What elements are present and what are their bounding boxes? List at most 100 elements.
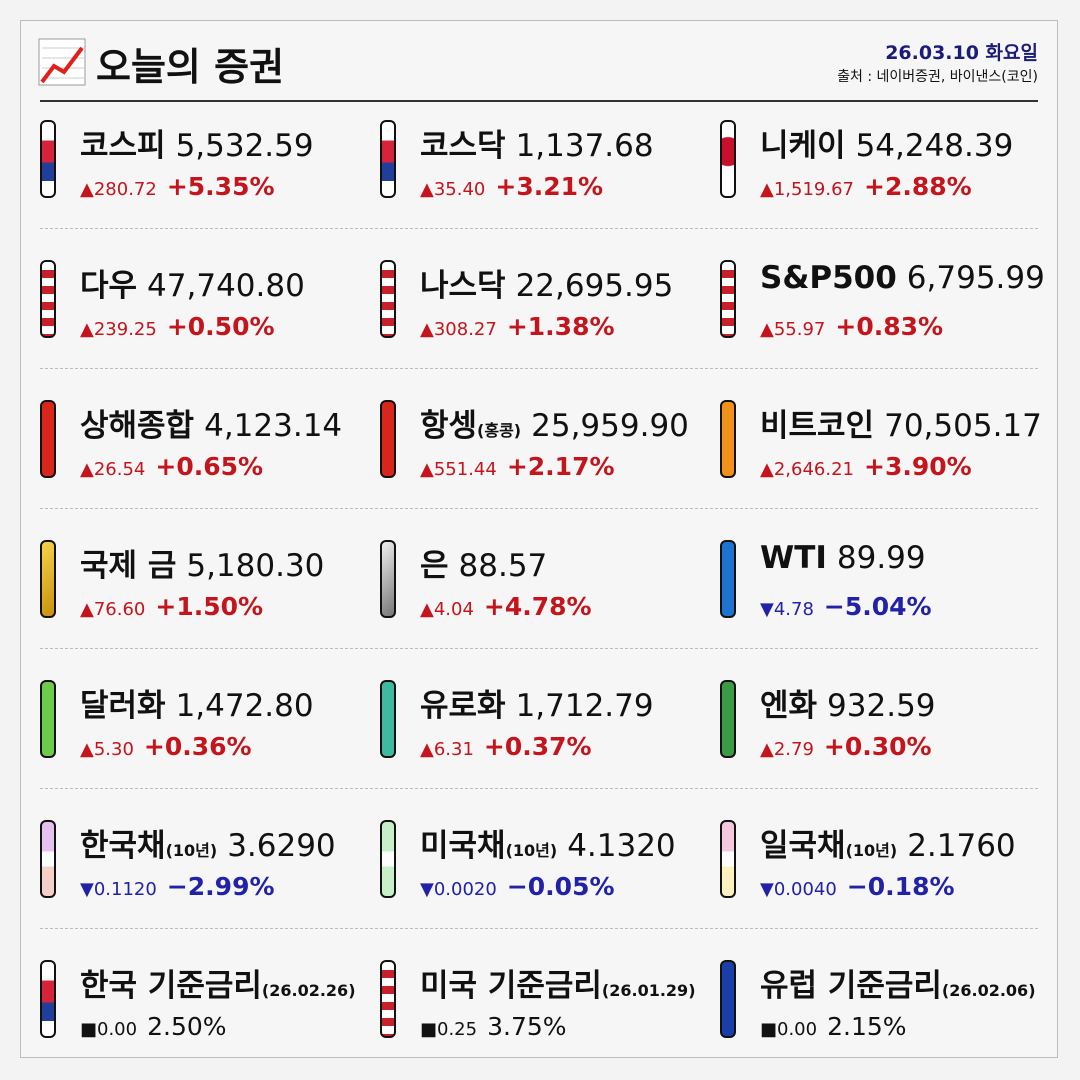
item-change-row: ▲76.60 +1.50% (80, 592, 263, 621)
item-header: 한국 기준금리 (26.02.26) (80, 960, 356, 1005)
item-header: 항셍 (홍콩) 25,959.90 (420, 400, 689, 445)
item-icon (380, 680, 396, 758)
item-change: ▲76.60 (80, 599, 146, 620)
item-value: 6,795.99 (906, 260, 1045, 296)
item-name: 엔화 (760, 688, 818, 724)
item-change-row: ▼0.0020 −0.05% (420, 872, 615, 901)
item-name: S&P500 (760, 260, 897, 296)
item-name: 한국채 (80, 828, 166, 864)
item-change-row: ▲308.27 +1.38% (420, 312, 615, 341)
item-change: ▲2.79 (760, 739, 814, 760)
item-icon (40, 680, 56, 758)
item-change: ▲1,519.67 (760, 179, 854, 200)
item-value: 54,248.39 (855, 128, 1014, 164)
item-value: 47,740.80 (147, 268, 305, 304)
item-change-row: ▲26.54 +0.65% (80, 452, 263, 481)
market-item: 엔화 932.59 ▲2.79 +0.30% (720, 680, 1060, 800)
item-header: 나스닥 22,695.95 (420, 260, 673, 305)
item-header: 달러화 1,472.80 (80, 680, 314, 725)
frame (20, 20, 1058, 1058)
market-item: 코스닥 1,137.68 ▲35.40 +3.21% (380, 120, 720, 240)
item-percent: +2.17% (506, 452, 615, 481)
item-icon (380, 960, 396, 1038)
item-change-row: ▲239.25 +0.50% (80, 312, 275, 341)
item-change-row: ▼0.0040 −0.18% (760, 872, 955, 901)
item-percent: +1.50% (155, 592, 264, 621)
item-change: ▼0.0020 (420, 879, 497, 900)
item-percent: +0.65% (155, 452, 264, 481)
market-item: 국제 금 5,180.30 ▲76.60 +1.50% (40, 540, 380, 660)
item-change: ■0.00 (80, 1019, 138, 1040)
row-separator (40, 928, 1038, 929)
item-change-row: ▲2.79 +0.30% (760, 732, 932, 761)
item-name: 유럽 기준금리 (760, 968, 942, 1004)
item-percent: 2.15% (827, 1012, 907, 1041)
item-icon (380, 540, 396, 618)
item-value: 2.1760 (907, 828, 1016, 864)
item-change: ■0.25 (420, 1019, 478, 1040)
item-icon (720, 120, 736, 198)
item-icon (380, 400, 396, 478)
market-item: 일국채 (10년) 2.1760 ▼0.0040 −0.18% (720, 820, 1060, 940)
item-name: 미국채 (420, 828, 506, 864)
market-item: 한국 기준금리 (26.02.26) ■0.00 2.50% (40, 960, 380, 1080)
item-sub: (10년) (845, 841, 898, 860)
item-header: 니케이 54,248.39 (760, 120, 1013, 165)
item-icon (720, 960, 736, 1038)
item-sub: (26.01.29) (601, 981, 696, 1000)
row-separator (40, 788, 1038, 789)
market-item: 미국 기준금리 (26.01.29) ■0.25 3.75% (380, 960, 720, 1080)
market-item: WTI 89.99 ▼4.78 −5.04% (720, 540, 1060, 660)
item-header: 미국 기준금리 (26.01.29) (420, 960, 696, 1005)
item-percent: +0.30% (823, 732, 932, 761)
item-percent: 3.75% (487, 1012, 567, 1041)
item-value: 1,712.79 (515, 688, 654, 724)
item-change: ▲5.30 (80, 739, 134, 760)
item-change-row: ▲4.04 +4.78% (420, 592, 592, 621)
item-icon (40, 960, 56, 1038)
item-name: 상해종합 (80, 408, 195, 444)
item-value: 4,123.14 (204, 408, 343, 444)
item-change-row: ▼0.1120 −2.99% (80, 872, 275, 901)
item-change-row: ▲5.30 +0.36% (80, 732, 252, 761)
market-item: 한국채 (10년) 3.6290 ▼0.1120 −2.99% (40, 820, 380, 940)
item-icon (40, 400, 56, 478)
row-separator (40, 228, 1038, 229)
item-sub: (26.02.06) (941, 981, 1036, 1000)
market-item: 미국채 (10년) 4.1320 ▼0.0020 −0.05% (380, 820, 720, 940)
item-name: 일국채 (760, 828, 846, 864)
item-sub: (10년) (505, 841, 558, 860)
item-header: S&P500 6,795.99 (760, 260, 1045, 296)
market-item: 코스피 5,532.59 ▲280.72 +5.35% (40, 120, 380, 240)
item-icon (40, 260, 56, 338)
item-percent: +5.35% (166, 172, 275, 201)
item-icon (380, 120, 396, 198)
market-item: 상해종합 4,123.14 ▲26.54 +0.65% (40, 400, 380, 520)
item-icon (720, 400, 736, 478)
market-item: 유럽 기준금리 (26.02.06) ■0.00 2.15% (720, 960, 1060, 1080)
item-icon (380, 260, 396, 338)
item-change: ▲239.25 (80, 319, 157, 340)
item-icon (380, 820, 396, 898)
item-change-row: ▲6.31 +0.37% (420, 732, 592, 761)
item-header: 미국채 (10년) 4.1320 (420, 820, 676, 865)
header-rule (40, 100, 1038, 102)
item-name: 유로화 (420, 688, 506, 724)
item-header: 코스닥 1,137.68 (420, 120, 654, 165)
item-change-row: ▼4.78 −5.04% (760, 592, 932, 621)
item-name: 항셍 (420, 408, 478, 444)
market-item: 항셍 (홍콩) 25,959.90 ▲551.44 +2.17% (380, 400, 720, 520)
item-name: 니케이 (760, 128, 846, 164)
item-change: ▲26.54 (80, 459, 146, 480)
item-change-row: ▲2,646.21 +3.90% (760, 452, 972, 481)
item-change-row: ■0.00 2.15% (760, 1012, 907, 1041)
item-change-row: ▲280.72 +5.35% (80, 172, 275, 201)
item-icon (720, 680, 736, 758)
market-item: 니케이 54,248.39 ▲1,519.67 +2.88% (720, 120, 1060, 240)
item-change: ■0.00 (760, 1019, 818, 1040)
market-item: 은 88.57 ▲4.04 +4.78% (380, 540, 720, 660)
item-value: 5,532.59 (175, 128, 314, 164)
item-change: ▼0.1120 (80, 879, 157, 900)
